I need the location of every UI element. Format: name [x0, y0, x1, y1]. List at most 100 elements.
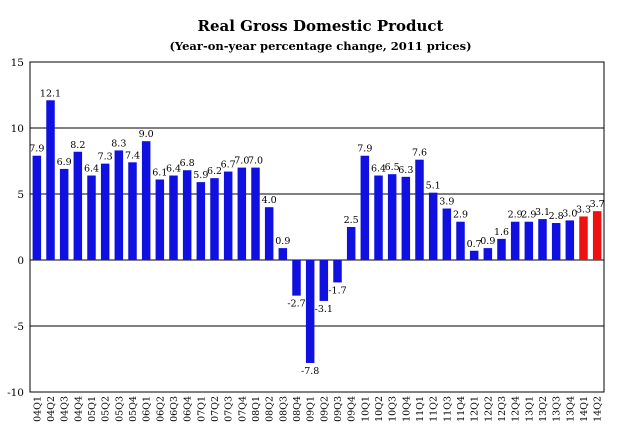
data-label-12Q3: 1.6: [494, 227, 509, 238]
data-label-08Q4: -2.7: [287, 299, 305, 310]
x-tick-label: 07Q4: [237, 396, 248, 422]
bar-05Q1: [87, 175, 96, 260]
bar-09Q1: [305, 260, 315, 363]
data-label-07Q2: 6.2: [207, 166, 222, 177]
bar-04Q3: [59, 168, 69, 260]
bar-07Q1: [196, 182, 206, 260]
data-label-11Q3: 3.9: [439, 197, 454, 208]
data-label-13Q2: 3.1: [535, 207, 550, 218]
x-tick-label: 07Q3: [224, 396, 235, 422]
y-tick-label: -10: [7, 387, 24, 399]
x-tick-label: 11Q4: [456, 396, 467, 422]
data-label-05Q4: 7.4: [125, 150, 140, 161]
x-tick-label: 04Q2: [46, 396, 57, 422]
x-tick-label: 04Q1: [32, 396, 43, 422]
x-tick-label: 10Q2: [374, 396, 385, 422]
x-tick-label: 10Q4: [401, 396, 412, 422]
plot-frame: [29, 61, 605, 393]
bar-08Q3: [278, 248, 288, 260]
x-tick-label: 12Q3: [497, 396, 508, 422]
data-label-09Q4: 2.5: [344, 215, 359, 226]
x-tick-label: 07Q1: [196, 396, 207, 422]
data-label-12Q4: 2.9: [508, 210, 523, 221]
bar-09Q4: [346, 227, 356, 260]
x-tick-label: 06Q2: [155, 396, 166, 422]
bar-05Q3: [114, 150, 124, 260]
bar-10Q3: [387, 174, 397, 260]
x-tick-label: 07Q2: [210, 396, 221, 422]
bar-04Q4: [73, 151, 83, 260]
bar-14Q2: [592, 211, 602, 260]
x-tick-label: 08Q4: [292, 396, 303, 422]
data-label-04Q1: 7.9: [29, 144, 44, 155]
x-tick-label: 13Q4: [565, 396, 576, 422]
data-label-08Q2: 4.0: [262, 195, 277, 206]
bar-13Q4: [565, 220, 575, 260]
data-label-08Q3: 0.9: [275, 236, 290, 247]
data-label-10Q2: 6.4: [371, 164, 386, 175]
bar-08Q4: [292, 260, 301, 296]
data-label-09Q1: -7.8: [301, 366, 319, 377]
bar-09Q3: [333, 260, 342, 283]
data-label-07Q3: 6.7: [221, 160, 236, 171]
y-tick-label: 10: [11, 123, 24, 135]
bar-11Q4: [456, 221, 465, 260]
data-label-06Q1: 9.0: [139, 129, 154, 140]
x-tick-label: 09Q3: [333, 396, 344, 422]
x-tick-label: 06Q3: [169, 396, 180, 422]
data-label-11Q4: 2.9: [453, 210, 468, 221]
y-tick-label: -5: [14, 321, 24, 333]
data-label-05Q3: 8.3: [111, 138, 126, 149]
bar-12Q4: [510, 221, 520, 260]
bar-04Q1: [32, 155, 42, 260]
x-tick-label: 14Q2: [593, 396, 604, 422]
x-tick-label: 12Q4: [511, 396, 522, 422]
bar-06Q3: [169, 175, 178, 260]
bar-05Q2: [100, 163, 110, 260]
x-tick-label: 09Q2: [319, 396, 330, 422]
x-tick-label: 04Q4: [73, 396, 84, 422]
x-tick-label: 11Q3: [442, 396, 453, 422]
bar-12Q2: [483, 248, 493, 260]
bar-11Q1: [415, 159, 424, 260]
bar-08Q2: [264, 207, 274, 260]
data-label-13Q4: 3.0: [562, 208, 577, 219]
bar-13Q3: [551, 223, 561, 260]
bar-07Q4: [237, 167, 247, 260]
data-label-07Q1: 5.9: [193, 170, 208, 181]
data-label-14Q1: 3.3: [576, 204, 591, 215]
bar-14Q1: [579, 216, 588, 260]
data-label-05Q2: 7.3: [98, 152, 113, 163]
x-tick-label: 13Q3: [552, 396, 563, 422]
x-tick-label: 11Q2: [429, 396, 440, 422]
bar-06Q1: [141, 141, 151, 260]
bar-06Q2: [155, 179, 165, 260]
bar-07Q2: [210, 178, 219, 260]
x-tick-label: 08Q2: [265, 396, 276, 422]
x-tick-label: 09Q1: [306, 396, 317, 422]
data-label-12Q1: 0.7: [467, 239, 482, 250]
x-tick-label: 09Q4: [347, 396, 358, 422]
data-label-13Q3: 2.8: [549, 211, 564, 222]
data-label-12Q2: 0.9: [480, 236, 495, 247]
data-label-13Q1: 2.9: [521, 210, 536, 221]
data-label-09Q2: -3.1: [315, 304, 333, 315]
x-tick-label: 05Q2: [101, 396, 112, 422]
x-tick-label: 06Q4: [183, 396, 194, 422]
data-label-07Q4: 7.0: [234, 156, 249, 167]
bar-09Q2: [319, 260, 329, 301]
bar-10Q4: [401, 176, 411, 260]
data-label-11Q1: 7.6: [412, 148, 427, 159]
x-tick-label: 05Q3: [114, 396, 125, 422]
data-label-10Q4: 6.3: [398, 165, 413, 176]
bar-12Q3: [497, 238, 506, 260]
chart-subtitle: (Year-on-year percentage change, 2011 pr…: [169, 39, 472, 53]
x-tick-label: 06Q1: [142, 396, 153, 422]
data-label-10Q1: 7.9: [357, 144, 372, 155]
bar-12Q1: [469, 250, 479, 260]
x-tick-label: 13Q1: [524, 396, 535, 422]
x-tick-label: 08Q1: [251, 396, 262, 422]
x-tick-label: 13Q2: [538, 396, 549, 422]
bar-07Q3: [223, 171, 233, 260]
